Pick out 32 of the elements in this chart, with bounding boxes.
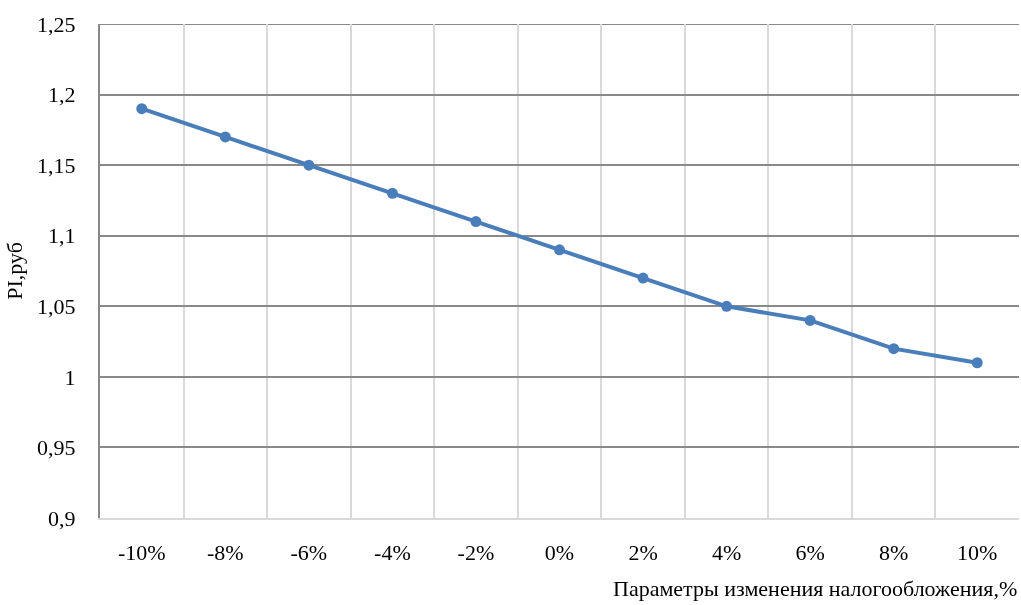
point [554,244,565,256]
point [219,131,231,143]
point [386,187,398,199]
x-tick-label: -10% [117,540,166,566]
x-tick-label: -8% [206,540,244,566]
x-tick-label: -2% [457,540,495,566]
x-tick-label: 10% [957,540,998,566]
point [637,272,649,284]
y-tick-label: 1,2 [48,82,76,108]
point [470,216,482,228]
y-tick-label: 1,05 [37,293,76,319]
x-tick-label: -6% [290,540,328,566]
x-tick-label: -4% [374,540,411,566]
point [136,103,148,115]
x-tick-label: 2% [628,540,658,566]
y-tick-label: 1,1 [48,223,76,249]
y-tick-label: 1 [64,364,76,390]
y-tick-label: 1,15 [37,152,76,178]
point [888,343,900,355]
x-tick-label: 6% [795,540,825,566]
point [303,159,315,171]
y-axis-title: PI,руб [2,242,28,300]
x-tick-label: 0% [544,540,575,566]
x-tick-label: 4% [711,540,742,566]
point [971,357,983,369]
point [721,300,733,312]
y-tick-label: 0,9 [48,505,76,531]
x-axis-title: Параметры изменения налогообложения,% [613,576,1018,601]
y-tick-label: 0,95 [37,435,76,461]
y-tick-label: 1,25 [37,11,76,37]
point [804,314,816,326]
x-tick-label: 8% [879,540,909,566]
